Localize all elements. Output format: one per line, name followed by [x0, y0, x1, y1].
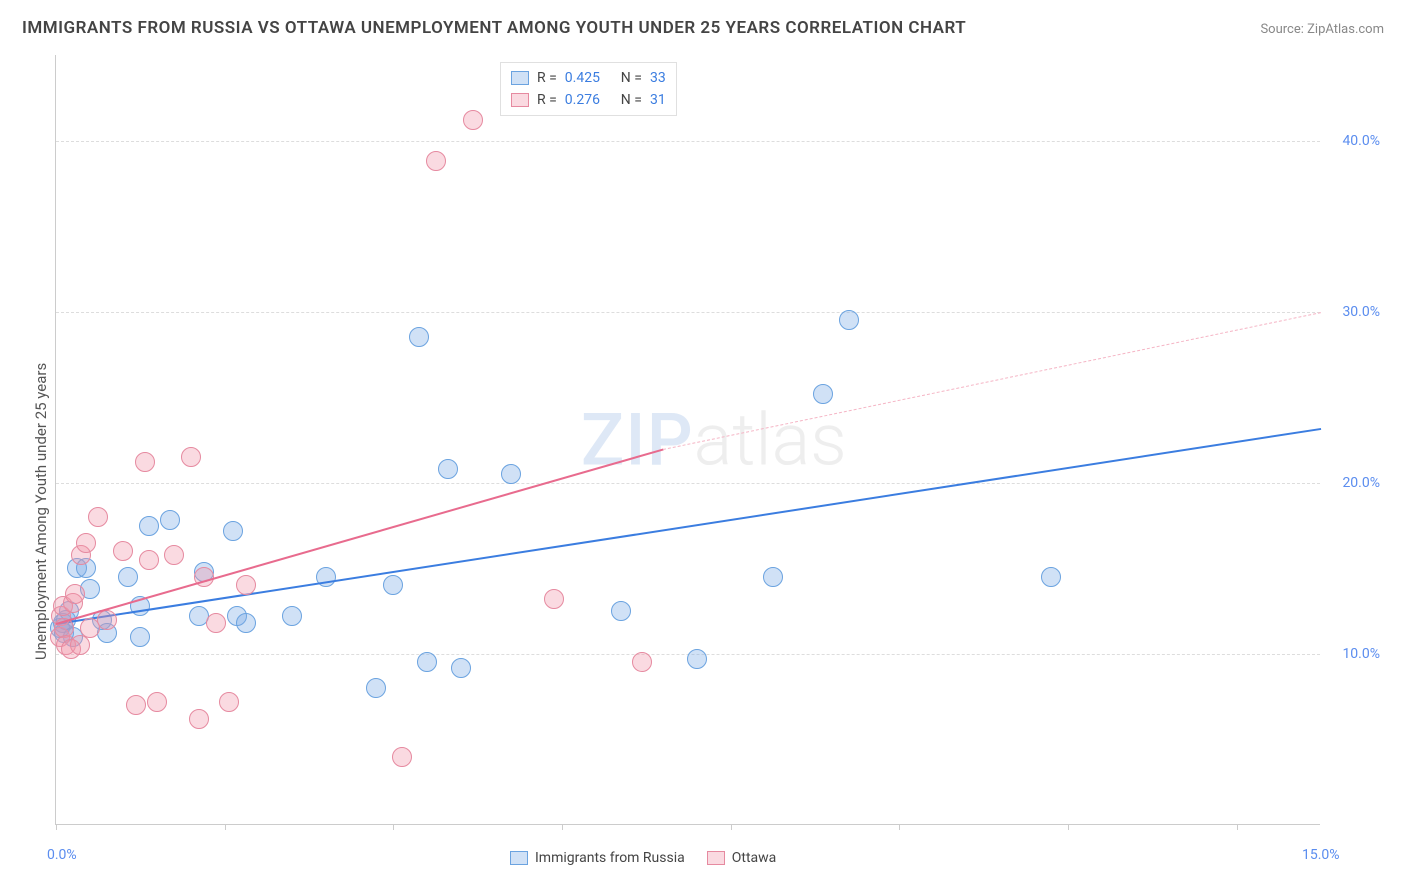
data-point-ottawa — [126, 695, 146, 715]
data-point-russia — [383, 575, 403, 595]
y-tick-label: 10.0% — [1342, 646, 1380, 662]
trend-line — [663, 312, 1321, 450]
x-tick — [393, 824, 394, 830]
swatch-icon — [511, 93, 529, 107]
data-point-russia — [451, 658, 471, 678]
data-point-russia — [813, 384, 833, 404]
y-axis-title: Unemployment Among Youth under 25 years — [32, 363, 50, 660]
x-tick — [731, 824, 732, 830]
source-attribution: Source: ZipAtlas.com — [1260, 22, 1384, 37]
x-tick — [1068, 824, 1069, 830]
data-point-russia — [223, 521, 243, 541]
data-point-russia — [118, 567, 138, 587]
swatch-icon — [511, 71, 529, 85]
series-legend: Immigrants from Russia Ottawa — [510, 850, 776, 866]
data-point-ottawa — [135, 452, 155, 472]
data-point-ottawa — [88, 507, 108, 527]
source-value: ZipAtlas.com — [1307, 22, 1384, 37]
x-tick — [56, 824, 57, 830]
data-point-russia — [130, 627, 150, 647]
data-point-ottawa — [76, 533, 96, 553]
data-point-ottawa — [70, 635, 90, 655]
legend-label: Immigrants from Russia — [535, 850, 685, 866]
data-point-russia — [409, 327, 429, 347]
data-point-russia — [236, 613, 256, 633]
data-point-ottawa — [147, 692, 167, 712]
data-point-russia — [417, 652, 437, 672]
data-point-russia — [1041, 567, 1061, 587]
plot-area: 10.0%20.0%30.0%40.0%ZIPatlas — [55, 55, 1320, 825]
data-point-russia — [763, 567, 783, 587]
y-tick-label: 40.0% — [1342, 133, 1380, 149]
data-point-ottawa — [426, 151, 446, 171]
grid-line — [56, 312, 1320, 313]
x-tick — [899, 824, 900, 830]
stats-row-russia: R =0.425N =33 — [511, 67, 666, 89]
data-point-russia — [438, 459, 458, 479]
swatch-icon — [510, 851, 528, 865]
data-point-russia — [501, 464, 521, 484]
grid-line — [56, 483, 1320, 484]
data-point-russia — [366, 678, 386, 698]
data-point-ottawa — [219, 692, 239, 712]
x-tick-label: 0.0% — [47, 847, 77, 863]
data-point-russia — [282, 606, 302, 626]
x-tick-label: 15.0% — [1302, 847, 1340, 863]
data-point-russia — [611, 601, 631, 621]
swatch-icon — [707, 851, 725, 865]
legend-item-ottawa: Ottawa — [707, 850, 777, 866]
data-point-ottawa — [206, 613, 226, 633]
y-tick-label: 30.0% — [1342, 304, 1380, 320]
x-tick — [1237, 824, 1238, 830]
data-point-ottawa — [632, 652, 652, 672]
watermark: ZIPatlas — [581, 398, 847, 483]
data-point-ottawa — [113, 541, 133, 561]
legend-item-russia: Immigrants from Russia — [510, 850, 685, 866]
data-point-ottawa — [189, 709, 209, 729]
trend-line — [56, 449, 664, 625]
y-tick-label: 20.0% — [1342, 475, 1380, 491]
data-point-russia — [139, 516, 159, 536]
data-point-ottawa — [236, 575, 256, 595]
x-tick — [225, 824, 226, 830]
data-point-ottawa — [65, 584, 85, 604]
trend-line — [56, 428, 1321, 625]
data-point-ottawa — [463, 110, 483, 130]
data-point-ottawa — [139, 550, 159, 570]
data-point-ottawa — [97, 610, 117, 630]
stats-legend: R =0.425N =33R =0.276N =31 — [500, 62, 677, 116]
data-point-ottawa — [181, 447, 201, 467]
chart-title: IMMIGRANTS FROM RUSSIA VS OTTAWA UNEMPLO… — [22, 18, 966, 38]
stats-row-ottawa: R =0.276N =31 — [511, 89, 666, 111]
data-point-russia — [160, 510, 180, 530]
data-point-russia — [839, 310, 859, 330]
data-point-ottawa — [392, 747, 412, 767]
source-label: Source: — [1260, 22, 1303, 37]
grid-line — [56, 141, 1320, 142]
data-point-russia — [687, 649, 707, 669]
legend-label: Ottawa — [732, 850, 777, 866]
data-point-ottawa — [164, 545, 184, 565]
x-tick — [562, 824, 563, 830]
data-point-ottawa — [544, 589, 564, 609]
